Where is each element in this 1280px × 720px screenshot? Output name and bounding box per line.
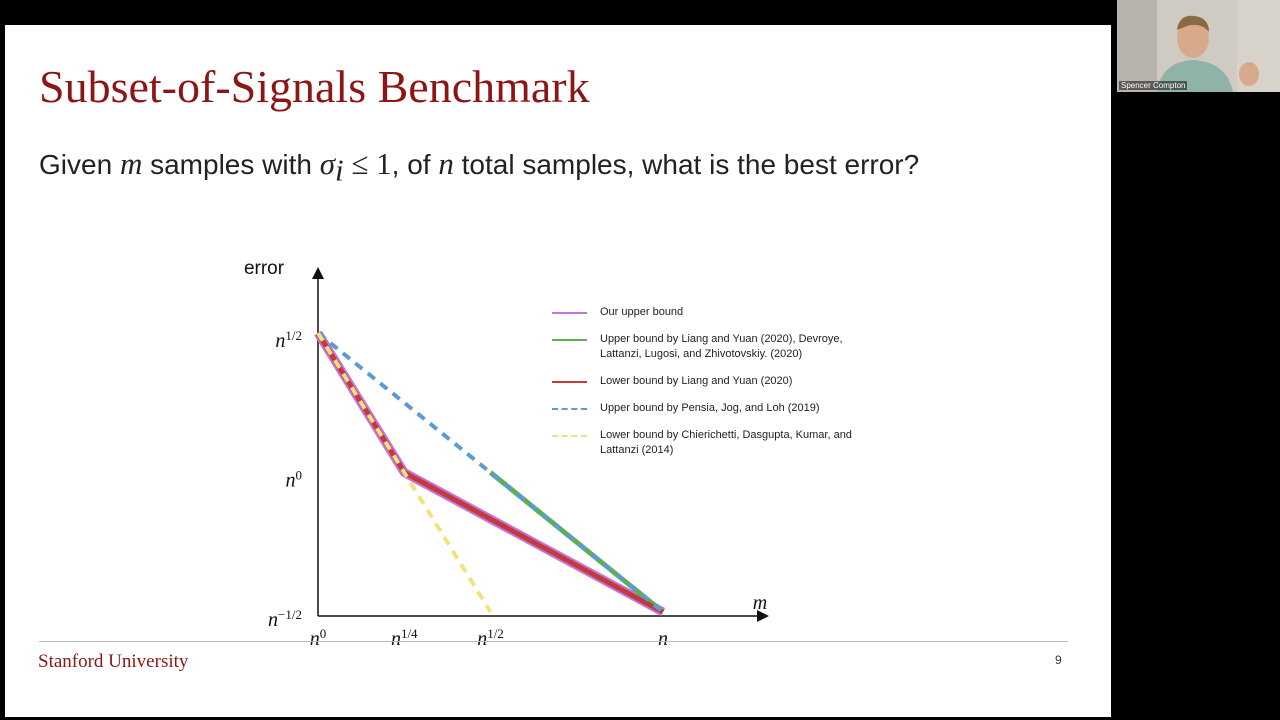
legend-swatch xyxy=(552,312,587,314)
text: , of xyxy=(391,149,439,180)
page-number: 9 xyxy=(1055,653,1062,667)
tick-label: n0 xyxy=(286,467,303,492)
tick-exponent: 0 xyxy=(320,626,327,641)
legend-swatch xyxy=(552,339,587,341)
series-line xyxy=(316,331,665,614)
tick-label: n1/4 xyxy=(391,626,418,651)
text: total samples, what is the best error? xyxy=(453,149,920,180)
legend-entry: Our upper bound xyxy=(552,305,882,320)
y-axis-label: error xyxy=(244,258,285,279)
x-axis-label: m xyxy=(753,592,767,614)
footer-rule xyxy=(39,641,1068,642)
math: σ xyxy=(319,146,336,181)
legend-label: Upper bound by Liang and Yuan (2020), De… xyxy=(600,333,843,360)
legend-swatch xyxy=(552,408,587,410)
slide-title: Subset-of-Signals Benchmark xyxy=(39,61,590,112)
webcam-image xyxy=(1117,0,1280,92)
legend: Our upper bound Upper bound by Liang and … xyxy=(552,305,882,470)
series-line xyxy=(488,470,665,614)
legend-entry: Lower bound by Chierichetti, Dasgupta, K… xyxy=(552,428,882,458)
tick-label: n0 xyxy=(310,626,327,651)
participant-name: Spencer Compton xyxy=(1119,81,1188,90)
tick-exponent: 1/2 xyxy=(487,626,504,641)
tick-base: n xyxy=(275,330,285,352)
legend-entry: Lower bound by Liang and Yuan (2020) xyxy=(552,374,882,389)
tick-base: n xyxy=(391,628,401,650)
legend-entry: Upper bound by Liang and Yuan (2020), De… xyxy=(552,332,882,362)
tick-exponent: −1/2 xyxy=(278,607,302,622)
legend-label: Upper bound by Pensia, Jog, and Loh (201… xyxy=(600,402,820,414)
math: m xyxy=(119,146,143,181)
legend-swatch xyxy=(552,435,587,437)
tick-exponent: 1/2 xyxy=(285,328,302,343)
math: ≤ 1 xyxy=(343,146,392,181)
math: i xyxy=(335,152,344,188)
legend-entry: Upper bound by Pensia, Jog, and Loh (201… xyxy=(552,401,882,416)
tick-base: n xyxy=(286,470,296,492)
tick-label: n1/2 xyxy=(477,626,504,651)
slide-subtitle: Given m samples with σi ≤ 1, of n total … xyxy=(39,146,919,189)
footer: Stanford University xyxy=(38,651,189,672)
tick-base: n xyxy=(268,609,278,631)
legend-label: Our upper bound xyxy=(600,306,684,318)
legend-swatch xyxy=(552,381,587,383)
legend-label: Lower bound by Liang and Yuan (2020) xyxy=(600,375,793,387)
video-tile: Spencer Compton xyxy=(1117,0,1280,92)
tick-base: n xyxy=(310,628,320,650)
text: Given xyxy=(39,149,120,180)
tick-label: n1/2 xyxy=(275,328,302,353)
tick-label: n xyxy=(658,628,668,650)
tick-label: n−1/2 xyxy=(268,607,302,632)
legend-label: Lower bound by Chierichetti, Dasgupta, K… xyxy=(600,429,852,456)
series-line xyxy=(316,331,493,614)
tick-base: n xyxy=(477,628,487,650)
tick-base: n xyxy=(658,628,668,650)
slide xyxy=(5,25,1111,717)
tick-exponent: 0 xyxy=(296,467,303,482)
math: n xyxy=(438,146,454,181)
text: samples with xyxy=(142,149,320,180)
tick-exponent: 1/4 xyxy=(401,626,418,641)
